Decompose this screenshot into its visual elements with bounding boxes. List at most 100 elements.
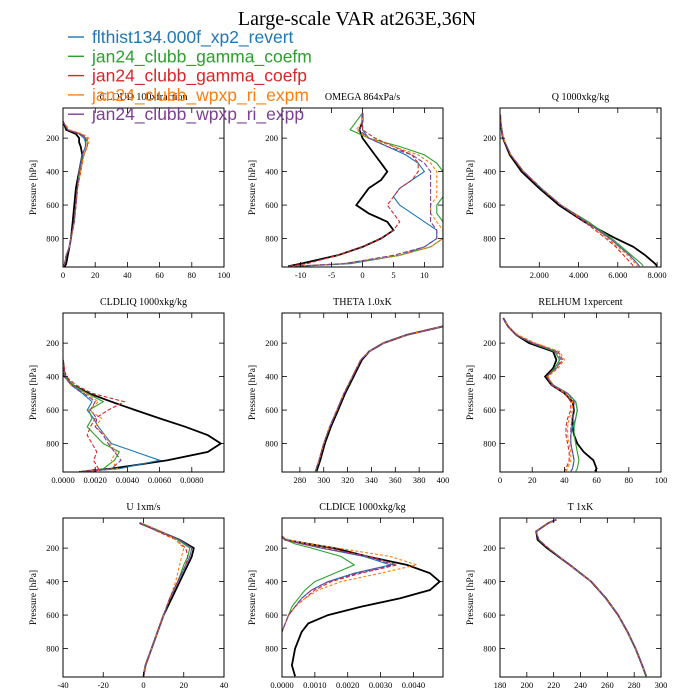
y-tick-label: 600 — [46, 200, 59, 210]
panel-title: OMEGA 864xPa/s — [325, 92, 400, 103]
panel-7: CLDICE 1000xkg/kg Pressure [hPa] 200 400 600… — [248, 502, 444, 690]
x-tick-label: 0.0080 — [180, 475, 203, 485]
x-tick-label: 340 — [365, 475, 378, 485]
x-tick-label: 2.000 — [530, 270, 549, 280]
series-line-5 — [139, 522, 193, 677]
y-axis-label: Pressure [hPa] — [466, 365, 476, 420]
legend-label: jan24_clubb_gamma_coefp — [91, 66, 307, 87]
x-tick-label: 0 — [61, 270, 65, 280]
x-tick-label: 0.0040 — [116, 475, 139, 485]
series-line-0 — [282, 535, 442, 677]
series-line-1 — [63, 359, 162, 472]
series-line-5 — [314, 325, 443, 472]
y-tick-label: 200 — [46, 133, 59, 143]
y-tick-label: 200 — [46, 338, 59, 348]
series-line-3 — [282, 536, 400, 633]
x-tick-label: 0 — [141, 680, 145, 690]
y-tick-label: 200 — [483, 133, 496, 143]
plot-frame — [499, 312, 662, 473]
series-line-5 — [63, 359, 122, 472]
y-tick-label: 600 — [483, 610, 496, 620]
x-tick-label: 0.0040 — [402, 680, 425, 690]
y-tick-label: 600 — [483, 200, 496, 210]
series-line-3 — [500, 114, 634, 267]
series-line-4 — [500, 114, 638, 267]
panel-title: U 1xm/s — [126, 502, 160, 513]
figure-title: Large-scale VAR at263E,36N — [238, 8, 476, 30]
y-tick-label: 200 — [483, 543, 496, 553]
x-tick-label: 80 — [188, 270, 197, 280]
x-tick-label: 0.0020 — [84, 475, 107, 485]
x-tick-label: 100 — [655, 475, 668, 485]
y-tick-label: 800 — [46, 234, 59, 244]
y-tick-label: 200 — [483, 338, 496, 348]
x-tick-label: 220 — [547, 680, 560, 690]
x-tick-label: 0 — [498, 475, 502, 485]
plot-frame — [62, 312, 225, 473]
series-line-0 — [288, 113, 395, 267]
y-tick-label: 800 — [46, 439, 59, 449]
series-line-4 — [63, 359, 119, 472]
x-tick-label: 400 — [437, 475, 450, 485]
x-tick-label: 0 — [360, 270, 364, 280]
x-tick-label: 4.000 — [569, 270, 588, 280]
y-tick-label: 200 — [265, 338, 278, 348]
series-line-0 — [139, 522, 195, 677]
y-tick-label: 200 — [265, 543, 278, 553]
x-tick-label: 0.0030 — [369, 680, 392, 690]
plot-frame — [499, 107, 662, 268]
x-tick-label: -5 — [328, 270, 335, 280]
y-tick-label: 400 — [483, 577, 496, 587]
x-tick-label: 40 — [220, 680, 229, 690]
y-axis-label: Pressure [hPa] — [248, 365, 258, 420]
legend-label: jan24_clubb_gamma_coefm — [91, 46, 312, 67]
series-line-3 — [63, 359, 126, 472]
y-tick-label: 600 — [46, 405, 59, 415]
y-tick-label: 200 — [265, 133, 278, 143]
y-tick-label: 600 — [265, 200, 278, 210]
series-line-1 — [314, 325, 443, 472]
x-tick-label: 20 — [91, 270, 100, 280]
panel-title: CLDLIQ 1000xkg/kg — [100, 297, 187, 308]
series-line-4 — [282, 535, 419, 633]
y-axis-label: Pressure [hPa] — [466, 160, 476, 215]
y-tick-label: 800 — [265, 439, 278, 449]
y-tick-label: 800 — [265, 234, 278, 244]
panel-title: THETA 1.0xK — [333, 297, 392, 308]
legend-label: jan24_clubb_wpxp_ri_expp — [91, 104, 304, 125]
x-tick-label: 0.0000 — [51, 475, 74, 485]
series-line-5 — [535, 519, 647, 677]
series-group — [282, 535, 442, 677]
series-line-0 — [535, 518, 648, 677]
x-tick-label: 6.000 — [608, 270, 627, 280]
y-tick-label: 800 — [483, 439, 496, 449]
panel-title: RELHUM 1xpercent — [538, 297, 622, 308]
y-tick-label: 400 — [483, 372, 496, 382]
series-line-2 — [314, 325, 443, 472]
x-tick-label: 380 — [413, 475, 426, 485]
series-group — [63, 121, 90, 267]
panel-2: Q 1000xkg/kg Pressure [hPa] 200 400 600 800 2.… — [466, 92, 667, 280]
series-line-5 — [63, 121, 87, 267]
y-tick-label: 600 — [46, 610, 59, 620]
x-tick-label: -10 — [295, 270, 306, 280]
panel-title: Q 1000xkg/kg — [552, 92, 610, 103]
y-axis-label: Pressure [hPa] — [29, 160, 39, 215]
x-tick-label: 40 — [123, 270, 132, 280]
y-tick-label: 800 — [483, 234, 496, 244]
series-line-4 — [502, 317, 574, 472]
legend: flthist134.000f_xp2_revertjan24_clubb_ga… — [68, 27, 312, 125]
y-axis-label: Pressure [hPa] — [29, 570, 39, 625]
x-tick-label: 0.0020 — [336, 680, 359, 690]
plot-frame — [62, 107, 225, 268]
series-line-0 — [502, 317, 598, 472]
y-tick-label: 400 — [265, 372, 278, 382]
series-line-4 — [141, 522, 185, 677]
x-tick-label: 280 — [294, 475, 307, 485]
y-tick-label: 800 — [483, 644, 496, 654]
y-tick-label: 600 — [265, 405, 278, 415]
panel-1: OMEGA 864xPa/s Pressure [hPa] 200 400 600 800… — [248, 92, 444, 280]
